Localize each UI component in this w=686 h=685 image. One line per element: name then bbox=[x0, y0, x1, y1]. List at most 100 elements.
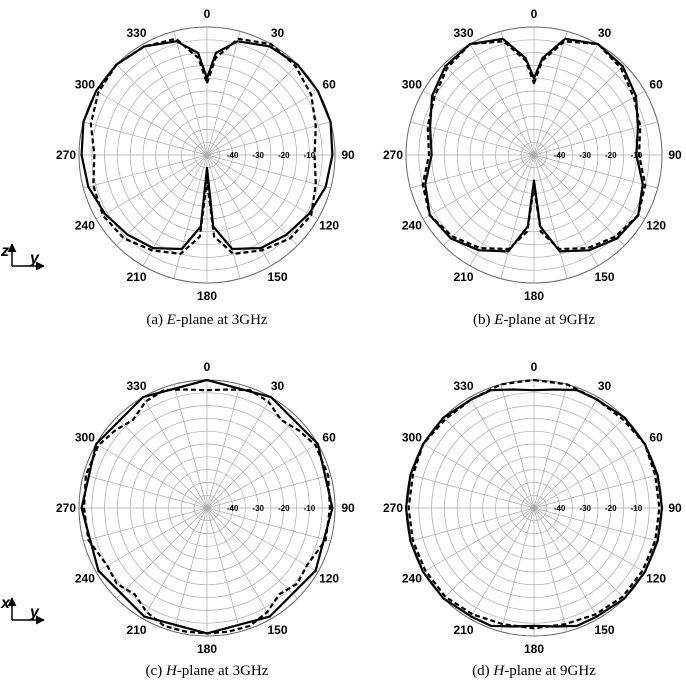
radial-tick-label: -20 bbox=[605, 151, 617, 160]
angle-tick-label: 60 bbox=[649, 431, 663, 445]
grid-spoke bbox=[206, 154, 319, 220]
grid-spoke bbox=[206, 64, 298, 156]
grid-spoke bbox=[95, 90, 208, 156]
angle-tick-label: 120 bbox=[646, 572, 666, 586]
grid-spoke bbox=[142, 43, 208, 156]
radial-tick-label: -40 bbox=[227, 151, 239, 160]
grid-spoke bbox=[533, 507, 658, 542]
grid-spoke bbox=[206, 474, 331, 509]
radial-tick-label: -10 bbox=[631, 504, 643, 513]
angle-tick-label: 270 bbox=[383, 148, 403, 162]
grid-spoke bbox=[443, 64, 535, 156]
grid-spoke bbox=[469, 507, 535, 620]
grid-spoke bbox=[533, 154, 599, 267]
grid-spoke bbox=[443, 417, 535, 509]
angle-tick-label: 150 bbox=[267, 623, 287, 637]
radial-tick-label: -30 bbox=[252, 504, 264, 513]
angle-tick-label: 240 bbox=[402, 219, 422, 233]
grid-spoke bbox=[206, 507, 298, 599]
grid-spoke bbox=[500, 384, 535, 509]
angle-tick-label: 30 bbox=[598, 26, 612, 40]
polar-plot-d: 0 30 60 90 120 150 180 210 240 270 300 330 -40 -30 -20… bbox=[383, 360, 682, 656]
angle-tick-label: 90 bbox=[668, 501, 682, 515]
angle-tick-label: 240 bbox=[75, 219, 95, 233]
angle-tick-label: 330 bbox=[453, 379, 473, 393]
axis-label-horizontal: y bbox=[29, 250, 40, 267]
grid-spoke bbox=[422, 90, 535, 156]
polar-plot-c: 0 30 60 90 120 150 180 210 240 270 300 330 -40 -30 -20… bbox=[56, 360, 355, 656]
grid-spoke bbox=[206, 443, 319, 509]
radial-tick-label: -40 bbox=[554, 504, 566, 513]
grid-spoke bbox=[206, 90, 319, 156]
grid-spoke bbox=[533, 31, 568, 156]
angle-tick-label: 270 bbox=[383, 501, 403, 515]
polar-plot-a: 0 30 60 90 120 150 180 210 240 270 300 330 -40 -30 -20… bbox=[56, 7, 355, 303]
grid-spoke bbox=[206, 43, 272, 156]
angle-tick-label: 90 bbox=[668, 148, 682, 162]
angle-tick-label: 180 bbox=[524, 642, 544, 656]
angle-tick-label: 30 bbox=[271, 379, 285, 393]
grid-spoke bbox=[116, 154, 208, 246]
angle-tick-label: 120 bbox=[646, 219, 666, 233]
angle-tick-label: 300 bbox=[75, 431, 95, 445]
grid-spoke bbox=[142, 507, 208, 620]
grid-spoke bbox=[142, 396, 208, 509]
grid-spoke bbox=[206, 121, 331, 156]
grid-spoke bbox=[206, 154, 331, 189]
grid-spoke bbox=[533, 507, 568, 632]
caption-b: (b) E-plane at 9GHz bbox=[473, 312, 595, 328]
grid-spoke bbox=[206, 31, 241, 156]
radial-tick-label: -20 bbox=[278, 504, 290, 513]
angle-tick-label: 150 bbox=[594, 270, 614, 284]
angle-tick-label: 330 bbox=[126, 379, 146, 393]
angle-tick-label: 180 bbox=[524, 289, 544, 303]
radial-tick-label: -10 bbox=[304, 151, 316, 160]
grid-spoke bbox=[173, 31, 208, 156]
angle-tick-label: 210 bbox=[453, 270, 473, 284]
grid-spoke bbox=[206, 417, 298, 509]
grid-spoke bbox=[410, 154, 535, 189]
grid-spoke bbox=[206, 507, 272, 620]
angle-tick-label: 210 bbox=[126, 270, 146, 284]
grid-spoke bbox=[422, 154, 535, 220]
grid-spoke bbox=[206, 154, 241, 279]
angle-tick-label: 180 bbox=[197, 289, 217, 303]
radial-tick-label: -40 bbox=[227, 504, 239, 513]
grid-spoke bbox=[469, 154, 535, 267]
series-dashed-curve bbox=[83, 388, 331, 635]
grid-spoke bbox=[95, 507, 208, 573]
grid-spoke bbox=[500, 507, 535, 632]
grid-spoke bbox=[83, 121, 208, 156]
grid-spoke bbox=[116, 417, 208, 509]
angle-tick-label: 210 bbox=[126, 623, 146, 637]
grid-spoke bbox=[173, 384, 208, 509]
grid-spoke bbox=[533, 154, 646, 220]
grid-spoke bbox=[443, 507, 535, 599]
grid-spoke bbox=[443, 154, 535, 246]
radial-tick-label: -10 bbox=[304, 504, 316, 513]
grid-spoke bbox=[83, 474, 208, 509]
grid-spoke bbox=[173, 507, 208, 632]
grid-spoke bbox=[206, 384, 241, 509]
grid-spoke bbox=[410, 474, 535, 509]
axis-label-horizontal: y bbox=[29, 604, 40, 621]
angle-tick-label: 60 bbox=[322, 78, 336, 92]
grid-spoke bbox=[469, 396, 535, 509]
grid-spoke bbox=[206, 154, 298, 246]
angle-tick-label: 270 bbox=[56, 148, 76, 162]
angle-tick-label: 300 bbox=[75, 78, 95, 92]
grid-spoke bbox=[95, 443, 208, 509]
grid-spoke bbox=[533, 154, 625, 246]
panel-c: 0 30 60 90 120 150 180 210 240 270 300 330 -40 -30 -20… bbox=[56, 360, 355, 679]
angle-tick-label: 330 bbox=[126, 26, 146, 40]
grid-spoke bbox=[533, 507, 625, 599]
angle-tick-label: 0 bbox=[204, 7, 211, 21]
grid-spoke bbox=[500, 154, 535, 279]
radial-tick-label: -30 bbox=[579, 504, 591, 513]
grid-spoke bbox=[206, 396, 272, 509]
angle-tick-label: 60 bbox=[649, 78, 663, 92]
angle-tick-label: 210 bbox=[453, 623, 473, 637]
grid-spoke bbox=[533, 90, 646, 156]
coordinate-axes-bottom: x y bbox=[0, 595, 45, 625]
